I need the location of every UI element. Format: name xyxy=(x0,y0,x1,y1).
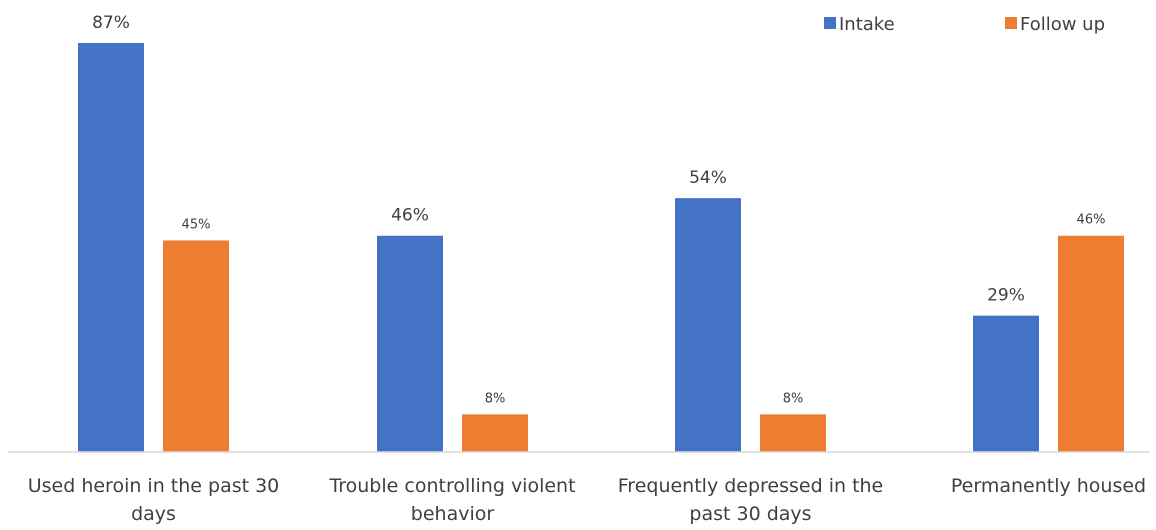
value-label-follow-up-0: 45% xyxy=(182,217,211,232)
value-label-intake-2: 54% xyxy=(689,168,727,188)
value-label-intake-0: 87% xyxy=(92,13,130,33)
category-label-3-line-0: Permanently housed xyxy=(951,475,1146,497)
bar-intake-0 xyxy=(78,43,144,452)
bar-follow-up-0 xyxy=(163,240,229,452)
category-label-0-line-0: Used heroin in the past 30 xyxy=(28,475,280,497)
bar-follow-up-1 xyxy=(462,414,528,452)
category-label-0-line-1: days xyxy=(131,503,176,525)
category-label-2-line-1: past 30 days xyxy=(689,503,811,525)
value-label-intake-3: 29% xyxy=(987,286,1025,306)
value-labels-layer: 87% 45% 46% 8% 54% 8% 29% 46% xyxy=(92,13,1105,406)
bar-follow-up-3 xyxy=(1058,235,1124,452)
bar-intake-2 xyxy=(675,198,741,452)
value-label-follow-up-1: 8% xyxy=(485,391,506,406)
bar-intake-3 xyxy=(973,315,1039,452)
legend: Intake Follow up xyxy=(824,14,1105,35)
value-label-intake-1: 46% xyxy=(391,206,429,226)
value-label-follow-up-3: 46% xyxy=(1077,213,1106,228)
bar-intake-1 xyxy=(377,235,443,452)
legend-swatch-follow-up xyxy=(1005,17,1017,29)
legend-label-intake: Intake xyxy=(839,14,895,35)
category-label-1-line-1: behavior xyxy=(411,503,495,525)
bars-layer xyxy=(78,43,1124,452)
bar-follow-up-2 xyxy=(760,414,826,452)
value-label-follow-up-2: 8% xyxy=(783,391,804,406)
legend-swatch-intake xyxy=(824,17,836,29)
category-label-2-line-0: Frequently depressed in the xyxy=(618,475,884,497)
category-labels-layer: Used heroin in the past 30 days Trouble co… xyxy=(28,475,1146,525)
legend-label-follow-up: Follow up xyxy=(1020,14,1105,35)
category-label-1-line-0: Trouble controlling violent xyxy=(328,475,575,497)
